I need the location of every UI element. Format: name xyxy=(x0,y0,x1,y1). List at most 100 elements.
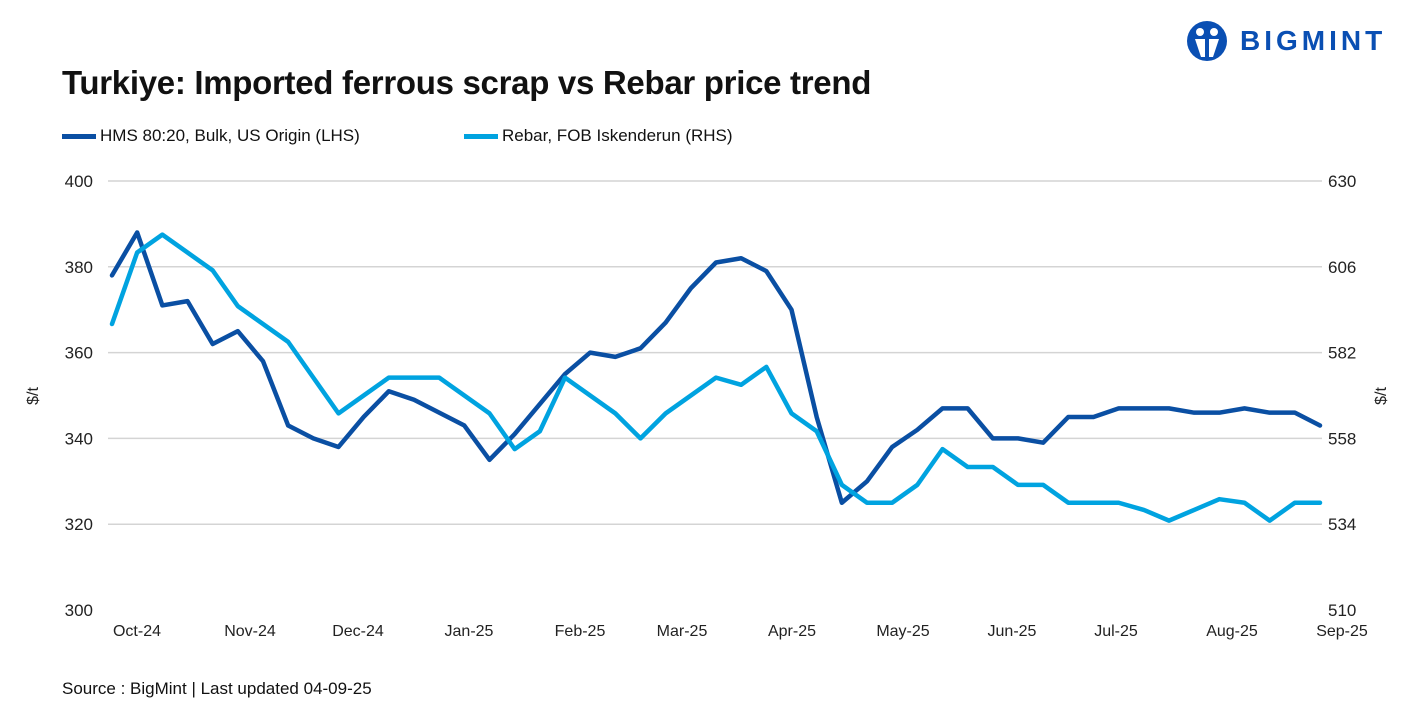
data-point xyxy=(1118,408,1119,409)
data-point xyxy=(665,322,666,323)
data-point xyxy=(212,270,213,271)
data-point xyxy=(942,408,943,409)
data-point xyxy=(1043,484,1044,485)
data-point xyxy=(439,377,440,378)
data-point xyxy=(187,252,188,253)
data-point xyxy=(942,449,943,450)
data-point xyxy=(1269,412,1270,413)
data-point xyxy=(338,446,339,447)
data-point xyxy=(514,434,515,435)
data-point xyxy=(816,431,817,432)
data-point xyxy=(388,391,389,392)
x-tick-label: Oct-24 xyxy=(113,623,161,640)
data-point xyxy=(439,412,440,413)
y-axis-label-left: $/t xyxy=(25,387,42,405)
data-point xyxy=(162,234,163,235)
data-point xyxy=(1068,416,1069,417)
x-tick-label: Aug-25 xyxy=(1206,623,1258,640)
chart-title: Turkiye: Imported ferrous scrap vs Rebar… xyxy=(62,64,872,101)
data-point xyxy=(1093,416,1094,417)
data-point xyxy=(1294,502,1295,503)
data-point xyxy=(1118,502,1119,503)
legend-item-rebar: Rebar, FOB Iskenderun (RHS) xyxy=(464,126,733,146)
data-point xyxy=(288,425,289,426)
data-point xyxy=(716,377,717,378)
y-tick-right: 510 xyxy=(1328,601,1356,620)
data-point xyxy=(741,258,742,259)
data-point xyxy=(539,404,540,405)
data-point xyxy=(514,449,515,450)
data-point xyxy=(288,341,289,342)
data-point xyxy=(363,416,364,417)
bigmint-logo: BIGMINT xyxy=(1186,20,1386,62)
y-tick-left: 380 xyxy=(65,258,93,277)
data-point xyxy=(363,395,364,396)
data-point xyxy=(615,413,616,414)
legend-label: Rebar, FOB Iskenderun (RHS) xyxy=(502,126,733,145)
data-point xyxy=(414,377,415,378)
data-point xyxy=(263,361,264,362)
y-tick-right: 582 xyxy=(1328,344,1356,363)
y-tick-left: 340 xyxy=(65,429,93,448)
data-point xyxy=(1244,502,1245,503)
data-point xyxy=(1320,502,1321,503)
data-point xyxy=(1043,442,1044,443)
x-tick-label: May-25 xyxy=(876,623,929,640)
x-tick-label: Sep-25 xyxy=(1316,623,1368,640)
data-point xyxy=(640,348,641,349)
data-point xyxy=(313,438,314,439)
series-line-hms xyxy=(109,230,1323,505)
data-point xyxy=(565,374,566,375)
data-point xyxy=(489,459,490,460)
y-tick-right: 558 xyxy=(1328,429,1356,448)
data-point xyxy=(640,438,641,439)
data-point xyxy=(187,301,188,302)
data-point xyxy=(1169,408,1170,409)
y-axis-label-right: $/t xyxy=(1373,387,1390,405)
data-point xyxy=(464,425,465,426)
x-tick-label: Apr-25 xyxy=(768,623,816,640)
data-point xyxy=(1219,499,1220,500)
data-point xyxy=(212,344,213,345)
data-point xyxy=(867,502,868,503)
series-line-rebar xyxy=(109,232,1323,523)
data-point xyxy=(766,271,767,272)
data-point xyxy=(1143,408,1144,409)
data-point xyxy=(766,366,767,367)
data-point xyxy=(1320,425,1321,426)
data-point xyxy=(1244,408,1245,409)
x-tick-label: Nov-24 xyxy=(224,623,276,640)
data-point xyxy=(112,324,113,325)
data-point xyxy=(816,416,817,417)
data-point xyxy=(464,395,465,396)
data-point xyxy=(791,309,792,310)
y-tick-left: 400 xyxy=(65,172,93,191)
data-point xyxy=(841,484,842,485)
data-point xyxy=(1219,412,1220,413)
data-point xyxy=(892,446,893,447)
legend-label: HMS 80:20, Bulk, US Origin (LHS) xyxy=(100,126,360,145)
data-point xyxy=(967,408,968,409)
data-point xyxy=(590,352,591,353)
data-point xyxy=(388,377,389,378)
data-point xyxy=(263,324,264,325)
data-point xyxy=(338,413,339,414)
x-tick-label: Jun-25 xyxy=(988,623,1037,640)
y-tick-right: 606 xyxy=(1328,258,1356,277)
data-point xyxy=(1269,520,1270,521)
data-point xyxy=(1143,509,1144,510)
data-point xyxy=(539,431,540,432)
data-point xyxy=(112,275,113,276)
data-point xyxy=(741,384,742,385)
data-point xyxy=(967,467,968,468)
data-point xyxy=(137,232,138,233)
data-point xyxy=(917,484,918,485)
y-tick-left: 360 xyxy=(65,344,93,363)
data-point xyxy=(1194,509,1195,510)
data-point xyxy=(892,502,893,503)
data-point xyxy=(489,413,490,414)
data-point xyxy=(237,331,238,332)
data-point xyxy=(615,356,616,357)
logo-icon xyxy=(1187,21,1227,61)
data-point xyxy=(1068,502,1069,503)
